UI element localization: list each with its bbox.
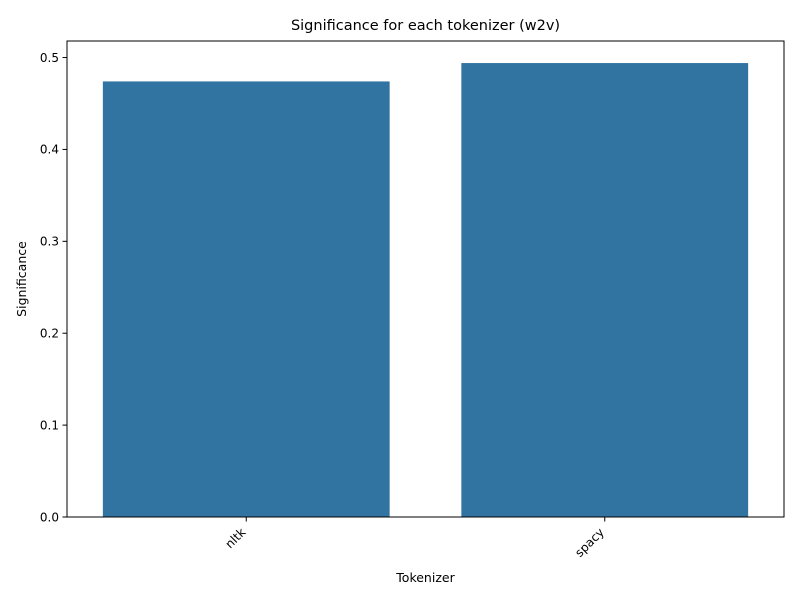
y-axis-label: Significance xyxy=(14,241,29,317)
y-tick-label: 0.4 xyxy=(40,143,59,157)
chart-title: Significance for each tokenizer (w2v) xyxy=(291,18,560,34)
y-axis: 0.0 0.1 0.2 0.3 0.4 0.5 xyxy=(40,51,67,524)
x-axis-label: Tokenizer xyxy=(395,570,455,585)
y-tick-label: 0.1 xyxy=(40,418,59,432)
y-tick-label: 0.2 xyxy=(40,327,59,341)
y-tick-label: 0.0 xyxy=(40,510,59,524)
y-tick-label: 0.3 xyxy=(40,235,59,249)
bar-spacy xyxy=(461,63,749,518)
bars-group xyxy=(102,63,749,518)
y-tick-label: 0.5 xyxy=(40,51,59,65)
plot-frame xyxy=(66,40,785,518)
bar-nltk xyxy=(102,81,390,517)
